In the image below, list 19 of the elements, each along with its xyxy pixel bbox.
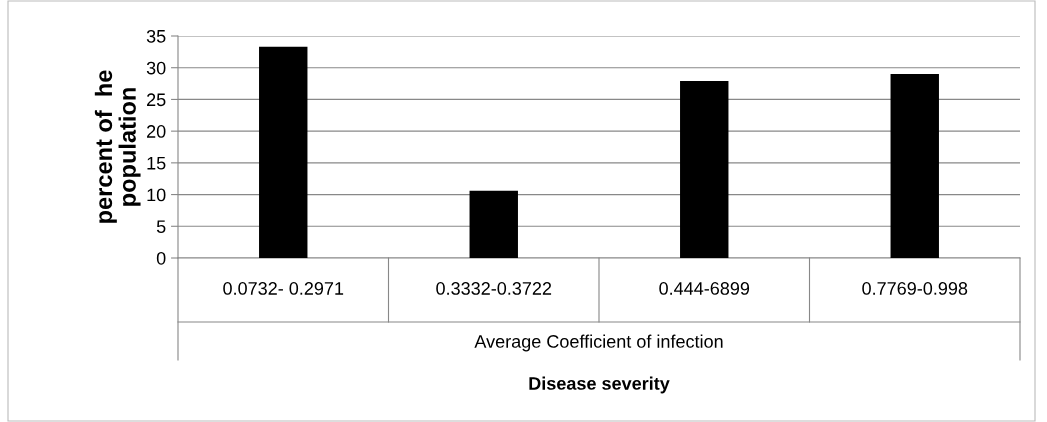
- y-tick-label: 10: [147, 188, 166, 202]
- x-tick-label: 0.7769-0.998: [862, 282, 968, 295]
- bar: [469, 190, 518, 258]
- y-tick-label: 20: [147, 125, 166, 138]
- bar: [890, 74, 939, 258]
- y-tick-label: 25: [147, 93, 166, 107]
- bar: [680, 81, 729, 258]
- y-tick-label: 30: [146, 61, 166, 75]
- bar: [259, 46, 308, 258]
- y-tick-label: 35: [146, 29, 166, 43]
- x-axis-title: Disease severity: [529, 376, 670, 394]
- x-tick-label: 0.444-6899: [659, 282, 750, 295]
- y-tick-label: 5: [156, 220, 166, 234]
- y-tick-label: 0: [156, 251, 166, 265]
- text: Average Coefficient of infection: [474, 334, 723, 352]
- y-axis-title: percent of he population: [94, 70, 141, 223]
- x-tick-label: 0.0732- 0.2971: [223, 282, 344, 295]
- x-tick-label: 0.3332-0.3722: [436, 282, 552, 295]
- y-tick-label: 15: [147, 156, 166, 170]
